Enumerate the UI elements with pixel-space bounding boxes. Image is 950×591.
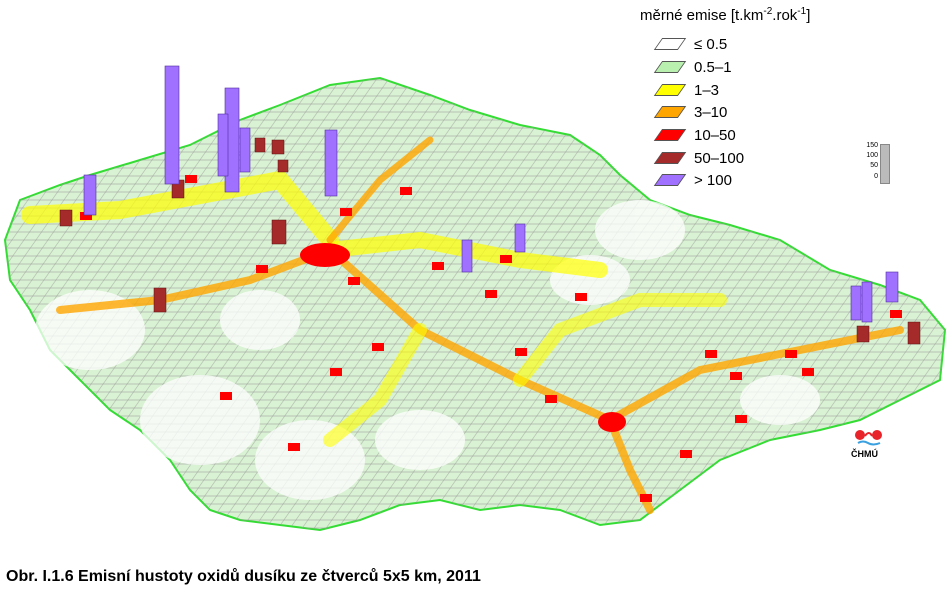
legend-item: 0.5–1 <box>653 57 732 77</box>
scale-tick-label: 150 <box>866 142 878 149</box>
legend-item: 10–50 <box>653 125 736 145</box>
legend-label: 10–50 <box>694 126 736 144</box>
legend-swatch <box>653 152 687 164</box>
legend-swatch <box>653 84 687 96</box>
legend-item: 1–3 <box>653 80 720 100</box>
legend-label: 3–10 <box>694 103 728 121</box>
scale-tick-label: 100 <box>866 152 878 159</box>
height-scale: 150 100 50 0 <box>858 142 898 184</box>
legend-label: 1–3 <box>694 81 720 99</box>
legend-swatch <box>653 61 687 73</box>
legend-label: 50–100 <box>694 149 745 167</box>
legend-swatch <box>653 106 687 118</box>
hotspots-10-50 <box>80 175 902 502</box>
height-scale-bar <box>880 144 890 184</box>
legend-swatch <box>653 38 687 50</box>
legend-item: > 100 <box>653 170 732 190</box>
legend-label: ≤ 0.5 <box>694 35 728 53</box>
legend-label: > 100 <box>694 171 732 189</box>
logo-text: ČHMÚ <box>851 449 878 459</box>
columns-over-100 <box>83 65 899 323</box>
chmu-logo <box>855 430 882 446</box>
figure-caption: Obr. I.1.6 Emisní hustoty oxidů dusíku z… <box>6 568 481 585</box>
legend-swatch <box>653 174 687 186</box>
legend-item: 50–100 <box>653 148 745 168</box>
scale-tick-label: 0 <box>874 173 878 180</box>
emission-map <box>3 65 947 532</box>
scale-tick-label: 50 <box>870 162 878 169</box>
legend-label: 0.5–1 <box>694 58 732 76</box>
legend-title: měrné emise [t.km-2.rok-1] <box>640 6 811 24</box>
legend-item: ≤ 0.5 <box>653 34 728 54</box>
legend-item: 3–10 <box>653 102 728 122</box>
columns-50-100 <box>59 137 921 345</box>
legend-swatch <box>653 129 687 141</box>
